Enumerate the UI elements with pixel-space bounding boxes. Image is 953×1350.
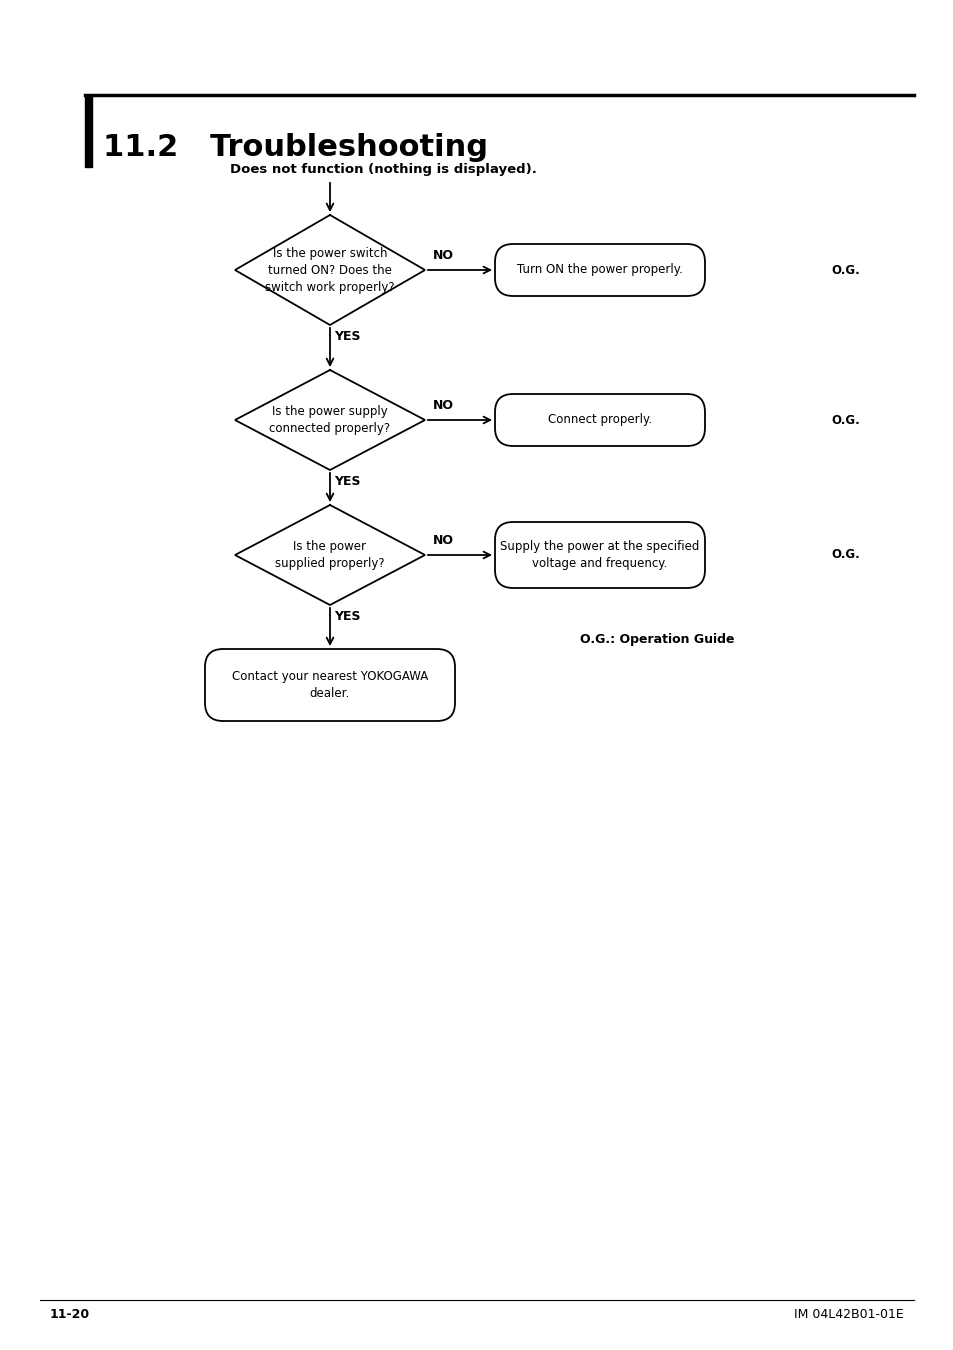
- Text: NO: NO: [433, 535, 454, 547]
- Text: Is the power supply
connected properly?: Is the power supply connected properly?: [269, 405, 390, 435]
- FancyBboxPatch shape: [205, 649, 455, 721]
- Text: Contact your nearest YOKOGAWA
dealer.: Contact your nearest YOKOGAWA dealer.: [232, 670, 428, 701]
- Text: Is the power
supplied properly?: Is the power supplied properly?: [274, 540, 384, 570]
- Text: IM 04L42B01-01E: IM 04L42B01-01E: [794, 1308, 903, 1320]
- Text: Supply the power at the specified
voltage and frequency.: Supply the power at the specified voltag…: [499, 540, 699, 570]
- Text: O.G.: O.G.: [830, 548, 859, 562]
- Text: O.G.: O.G.: [830, 263, 859, 277]
- Text: Does not function (nothing is displayed).: Does not function (nothing is displayed)…: [230, 163, 537, 177]
- FancyBboxPatch shape: [495, 244, 704, 296]
- Bar: [85, 95, 91, 167]
- Text: O.G.: Operation Guide: O.G.: Operation Guide: [579, 633, 734, 647]
- Text: NO: NO: [433, 400, 454, 412]
- FancyBboxPatch shape: [495, 522, 704, 589]
- Text: NO: NO: [433, 248, 454, 262]
- Text: YES: YES: [334, 329, 360, 343]
- Text: Turn ON the power properly.: Turn ON the power properly.: [517, 263, 682, 277]
- Text: YES: YES: [334, 475, 360, 487]
- Text: 11.2   Troubleshooting: 11.2 Troubleshooting: [103, 132, 488, 162]
- Text: YES: YES: [334, 610, 360, 622]
- Text: O.G.: O.G.: [830, 413, 859, 427]
- FancyBboxPatch shape: [495, 394, 704, 446]
- Text: 11-20: 11-20: [50, 1308, 90, 1320]
- Text: Is the power switch
turned ON? Does the
switch work properly?: Is the power switch turned ON? Does the …: [265, 247, 395, 293]
- Text: Connect properly.: Connect properly.: [547, 413, 652, 427]
